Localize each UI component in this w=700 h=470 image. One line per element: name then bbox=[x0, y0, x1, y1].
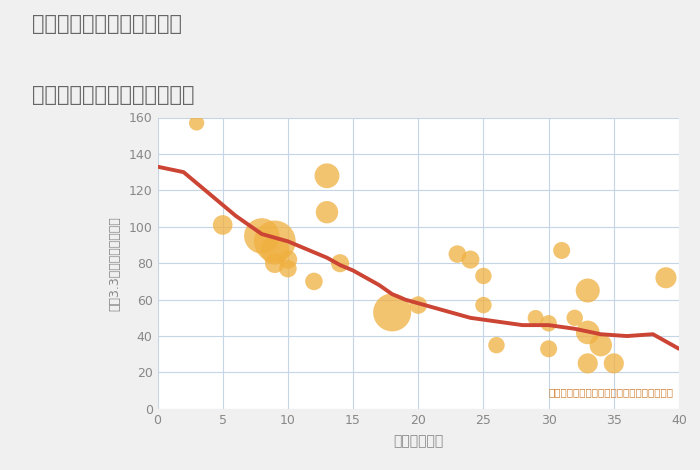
Point bbox=[191, 119, 202, 127]
Text: 築年数別中古マンション価格: 築年数別中古マンション価格 bbox=[32, 85, 194, 105]
Point bbox=[452, 251, 463, 258]
X-axis label: 築年数（年）: 築年数（年） bbox=[393, 434, 443, 448]
Point bbox=[582, 329, 594, 336]
Y-axis label: 坪（3.3㎡）単価（万円）: 坪（3.3㎡）単価（万円） bbox=[108, 216, 122, 311]
Text: 円の大きさは、取引のあった物件面積を示す: 円の大きさは、取引のあった物件面積を示す bbox=[549, 387, 674, 397]
Point bbox=[582, 287, 594, 294]
Point bbox=[217, 221, 228, 229]
Point bbox=[256, 232, 267, 240]
Point bbox=[608, 360, 620, 367]
Point bbox=[413, 301, 424, 309]
Point bbox=[282, 256, 293, 263]
Point bbox=[309, 278, 320, 285]
Point bbox=[478, 301, 489, 309]
Point bbox=[270, 238, 281, 245]
Point bbox=[335, 259, 346, 267]
Point bbox=[530, 314, 541, 321]
Point bbox=[556, 247, 567, 254]
Point bbox=[386, 309, 398, 316]
Point bbox=[569, 314, 580, 321]
Point bbox=[465, 256, 476, 263]
Point bbox=[491, 341, 502, 349]
Text: 奈良県奈良市学園緑ヶ丘の: 奈良県奈良市学園緑ヶ丘の bbox=[32, 14, 181, 34]
Point bbox=[321, 172, 332, 180]
Point bbox=[543, 345, 554, 352]
Point bbox=[478, 272, 489, 280]
Point bbox=[595, 341, 606, 349]
Point bbox=[660, 274, 671, 282]
Point bbox=[543, 320, 554, 327]
Point bbox=[282, 265, 293, 273]
Point bbox=[582, 360, 594, 367]
Point bbox=[270, 247, 281, 254]
Point bbox=[321, 209, 332, 216]
Point bbox=[270, 259, 281, 267]
